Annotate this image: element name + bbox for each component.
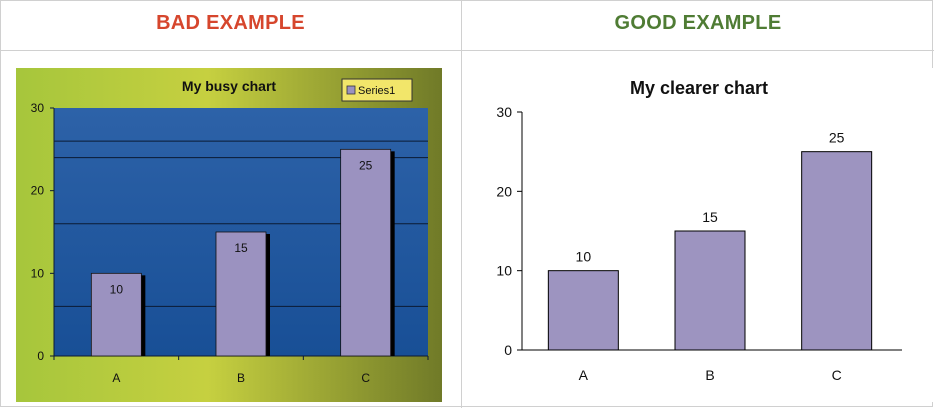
good-y-tick-label: 20 bbox=[496, 183, 512, 199]
bad-y-tick-label: 30 bbox=[31, 101, 45, 115]
bad-data-label: 10 bbox=[110, 282, 124, 296]
good-x-tick-label: B bbox=[705, 367, 714, 383]
bad-x-tick-label: A bbox=[112, 371, 120, 385]
bad-y-tick-label: 10 bbox=[31, 266, 45, 280]
good-bar-B bbox=[674, 230, 746, 351]
good-chart-title: My clearer chart bbox=[630, 78, 768, 98]
good-bar-C bbox=[801, 151, 873, 351]
good-chart: My clearer chart 10 15 25 0 10 20 30 A B C bbox=[462, 68, 934, 402]
header-divider bbox=[0, 50, 934, 51]
bad-chart-title: My busy chart bbox=[182, 78, 276, 94]
good-bar-A bbox=[547, 270, 619, 351]
bad-data-label: 15 bbox=[234, 241, 248, 255]
good-y-tick-label: 10 bbox=[496, 263, 512, 279]
good-data-label: 10 bbox=[576, 249, 592, 265]
bad-legend: Series1 bbox=[341, 78, 413, 102]
bad-y-tick-label: 20 bbox=[31, 184, 45, 198]
bad-chart: 10 15 25 0 10 20 30 A B C My busy chart Series1 bbox=[16, 68, 442, 402]
good-example-heading: GOOD EXAMPLE bbox=[614, 12, 782, 34]
bad-x-tick-label: B bbox=[237, 371, 245, 385]
good-x-tick-label: A bbox=[579, 367, 589, 383]
bad-bar-A bbox=[90, 272, 142, 357]
good-y-tick-label: 0 bbox=[504, 342, 512, 358]
good-data-label: 15 bbox=[702, 209, 718, 225]
bad-legend-label: Series1 bbox=[358, 85, 395, 97]
good-data-label: 25 bbox=[829, 130, 845, 146]
good-x-tick-label: C bbox=[832, 367, 842, 383]
column-divider bbox=[461, 0, 462, 408]
bad-bar-B bbox=[215, 231, 267, 357]
bad-data-label: 25 bbox=[359, 158, 373, 172]
bad-y-tick-label: 0 bbox=[37, 349, 44, 363]
bad-legend-swatch bbox=[346, 85, 356, 95]
bad-bar-C bbox=[340, 148, 392, 357]
bad-x-tick-label: C bbox=[361, 371, 370, 385]
bad-example-heading: BAD EXAMPLE bbox=[156, 12, 305, 34]
good-y-tick-label: 30 bbox=[496, 104, 512, 120]
